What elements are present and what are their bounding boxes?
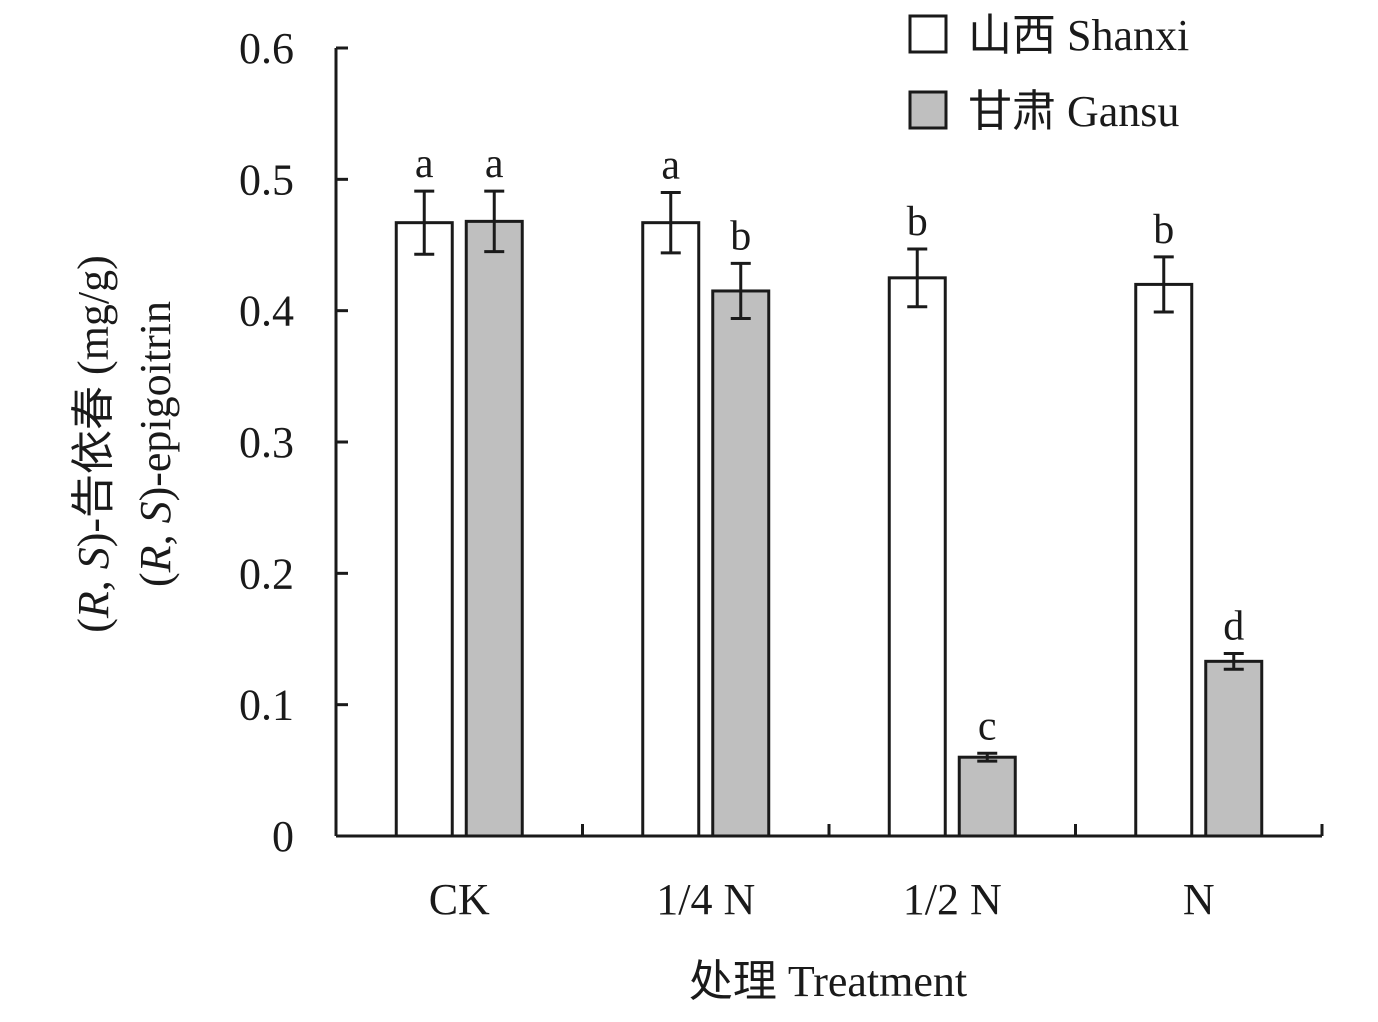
error-bar — [1153, 255, 1174, 314]
bar-shanxi — [641, 221, 701, 838]
x-tick-label: 1/4 N — [656, 875, 755, 924]
y-tick-label: 0.1 — [239, 681, 294, 730]
error-bar — [977, 751, 998, 763]
significance-letter: c — [978, 703, 997, 749]
labels-layer: CK 1/4 N 1/2 N Na a b b a b c d — [415, 141, 1244, 924]
bars-layer — [394, 189, 1264, 838]
significance-letter: a — [415, 141, 434, 187]
bar-shanxi — [1134, 282, 1194, 838]
significance-letter: a — [661, 142, 680, 188]
bar-shanxi — [394, 221, 454, 838]
legend-swatch-shanxi — [908, 14, 948, 54]
error-bar — [484, 189, 505, 254]
y-tick-label: 0.6 — [239, 24, 294, 73]
bar-gansu — [957, 755, 1017, 838]
significance-letter: a — [485, 141, 504, 187]
legend: 山西 Shanxi 甘肃 Gansu — [908, 11, 1189, 136]
y-tick-label: 0 — [272, 812, 294, 861]
x-tick-label: CK — [429, 875, 490, 924]
x-tick-label: N — [1183, 875, 1215, 924]
y-tick-label: 0.3 — [239, 418, 294, 467]
bar-gansu — [1204, 659, 1264, 838]
legend-swatch-gansu — [908, 90, 948, 130]
significance-letter: d — [1223, 603, 1244, 649]
bar-gansu — [711, 289, 771, 838]
error-bar — [907, 247, 928, 309]
significance-letter: b — [730, 213, 751, 259]
bar-shanxi — [887, 276, 947, 838]
x-tick-label: 1/2 N — [903, 875, 1002, 924]
significance-letter: b — [907, 199, 928, 245]
y-axis-title-line2: (R, S)-epigoitrin — [131, 301, 180, 587]
error-bar — [730, 261, 751, 321]
y-tick-label: 0.5 — [239, 155, 294, 204]
y-axis-title-line1: (R, S)-告依春 (mg/g) — [69, 255, 118, 633]
bar-gansu — [464, 219, 524, 838]
x-axis-title: 处理 Treatment — [689, 957, 967, 1006]
legend-label-shanxi: 山西 Shanxi — [968, 11, 1189, 60]
y-tick-label: 0.2 — [239, 549, 294, 598]
error-bar — [414, 189, 435, 256]
error-bar — [1223, 651, 1244, 671]
error-bar — [660, 190, 681, 255]
significance-letter: b — [1153, 207, 1174, 253]
legend-label-gansu: 甘肃 Gansu — [968, 87, 1179, 136]
y-tick-label: 0.4 — [239, 287, 294, 336]
